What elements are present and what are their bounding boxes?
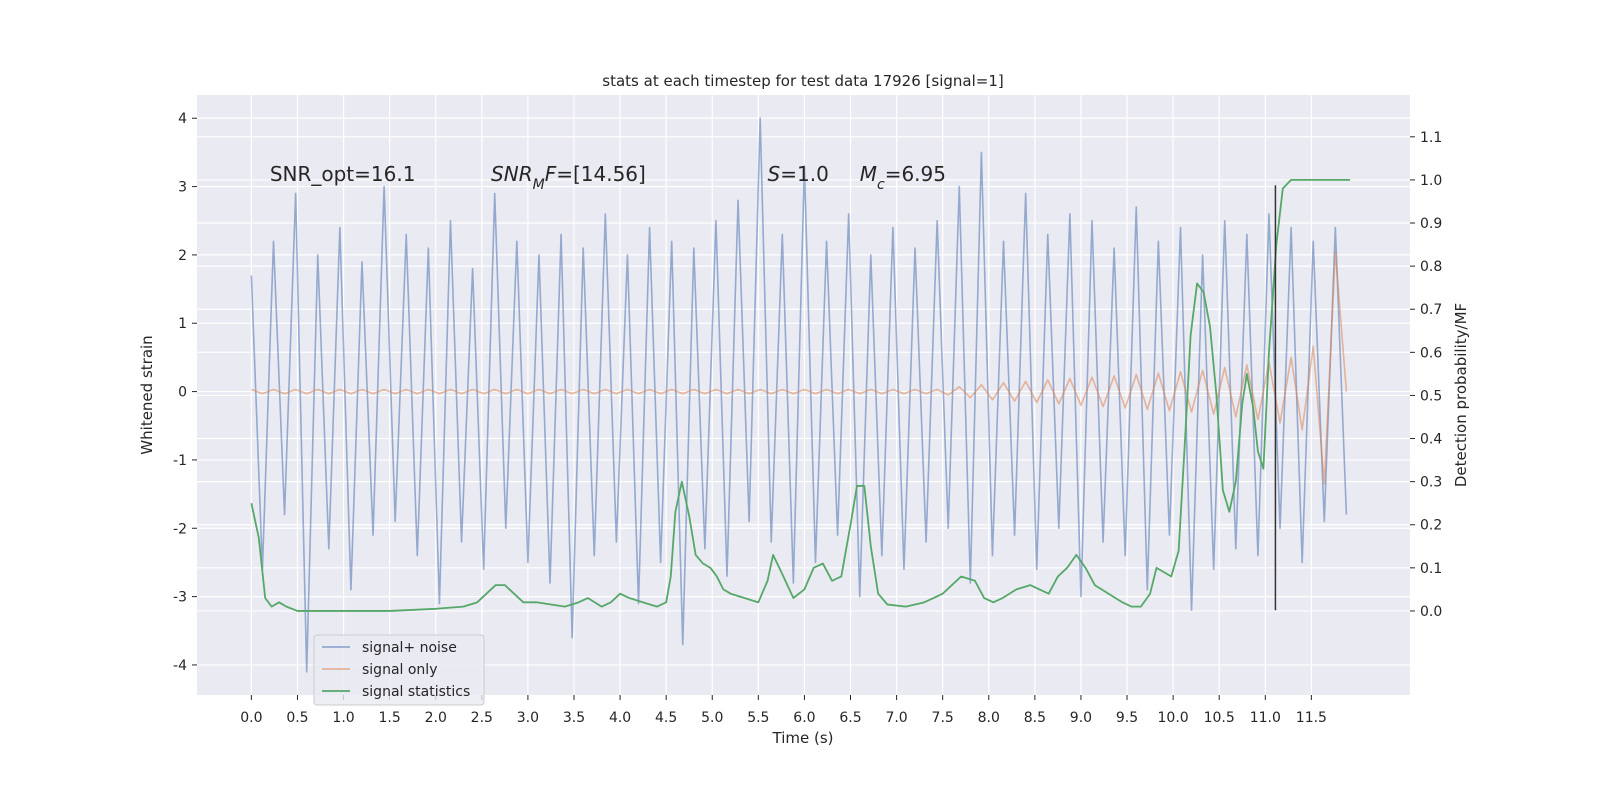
x-axis-label: Time (s)	[772, 729, 834, 747]
legend-label: signal statistics	[362, 684, 470, 700]
y-tick-label: 4	[178, 111, 187, 127]
x-tick-label: 2.5	[471, 710, 493, 726]
legend-box	[313, 634, 485, 706]
x-tick-label: 1.5	[379, 710, 401, 726]
y2-tick-label: 0.0	[1420, 604, 1442, 620]
x-tick-label: 8.5	[1024, 710, 1046, 726]
x-tick-label: 0.5	[286, 710, 308, 726]
y-axis-label: Whitened strain	[138, 335, 156, 454]
data-layer	[250, 117, 1348, 673]
x-tick-label: 8.0	[978, 710, 1000, 726]
x-tick-label: 3.0	[517, 710, 539, 726]
y2-tick-label: 0.2	[1420, 518, 1442, 534]
x-tick-label: 7.5	[932, 710, 954, 726]
y2-axis-label: Detection probability/MF	[1452, 303, 1470, 487]
legend-label: signal only	[362, 662, 437, 678]
x-tick-label: 6.0	[793, 710, 815, 726]
y-tick-label: 1	[178, 316, 187, 332]
y-tick-label: 0	[178, 385, 187, 401]
annotation-part: SNR	[491, 162, 533, 186]
x-tick-label: 7.0	[885, 710, 907, 726]
series-line	[251, 250, 1348, 485]
x-tick-label: 9.0	[1070, 710, 1092, 726]
y2-tick-label: 1.1	[1420, 130, 1442, 146]
chart-title: stats at each timestep for test data 179…	[602, 72, 1003, 90]
annotation-part: S	[768, 162, 781, 186]
y2-tick-label: 0.5	[1420, 388, 1442, 404]
annotation-part: =1.0	[780, 162, 829, 186]
x-tick-label: 11.5	[1296, 710, 1327, 726]
annotation: S=1.0	[768, 162, 829, 186]
x-tick-label: 2.0	[425, 710, 447, 726]
legend-label: signal+ noise	[362, 640, 457, 656]
annotation: Mc=6.95	[860, 162, 946, 193]
y2-tick-label: 0.9	[1420, 216, 1442, 232]
x-tick-label: 3.5	[563, 710, 585, 726]
annotation-part: SNR_opt=16.1	[270, 162, 416, 186]
y2-tick-label: 0.8	[1420, 259, 1442, 275]
annotation-part: =[14.56]	[556, 162, 646, 186]
x-tick-label: 1.0	[332, 710, 354, 726]
x-tick-label: 4.0	[609, 710, 631, 726]
x-tick-label: 5.5	[747, 710, 769, 726]
y2-tick-label: 0.1	[1420, 561, 1442, 577]
x-tick-label: 10.0	[1158, 710, 1189, 726]
y-tick-label: 2	[178, 248, 187, 264]
annotation-part: M	[860, 162, 877, 186]
x-tick-label: 0.0	[240, 710, 262, 726]
x-tick-label: 11.0	[1250, 710, 1281, 726]
annotation-part: =6.95	[885, 162, 946, 186]
y-tick-label: -1	[173, 453, 187, 469]
series-line	[250, 179, 1351, 612]
annotation-part: M	[533, 177, 545, 193]
y-tick-label: -2	[173, 521, 187, 537]
x-tick-label: 5.0	[701, 710, 723, 726]
y-tick-label: 3	[178, 180, 187, 196]
y2-tick-label: 0.6	[1420, 345, 1442, 361]
y2-tick-label: 0.3	[1420, 475, 1442, 491]
annotation: SNR_opt=16.1	[270, 162, 416, 186]
annotation-part: F	[545, 162, 557, 186]
x-tick-label: 4.5	[655, 710, 677, 726]
y-tick-label: -4	[173, 658, 187, 674]
y2-tick-label: 1.0	[1420, 173, 1442, 189]
annotation-part: c	[877, 177, 885, 193]
x-tick-label: 6.5	[839, 710, 861, 726]
annotation: SNRMF=[14.56]	[491, 162, 646, 193]
y2-tick-label: 0.7	[1420, 302, 1442, 318]
x-tick-label: 9.5	[1116, 710, 1138, 726]
y-tick-label: -3	[173, 590, 187, 606]
series-line	[250, 117, 1348, 673]
x-tick-label: 10.5	[1204, 710, 1235, 726]
y2-tick-label: 0.4	[1420, 432, 1442, 448]
